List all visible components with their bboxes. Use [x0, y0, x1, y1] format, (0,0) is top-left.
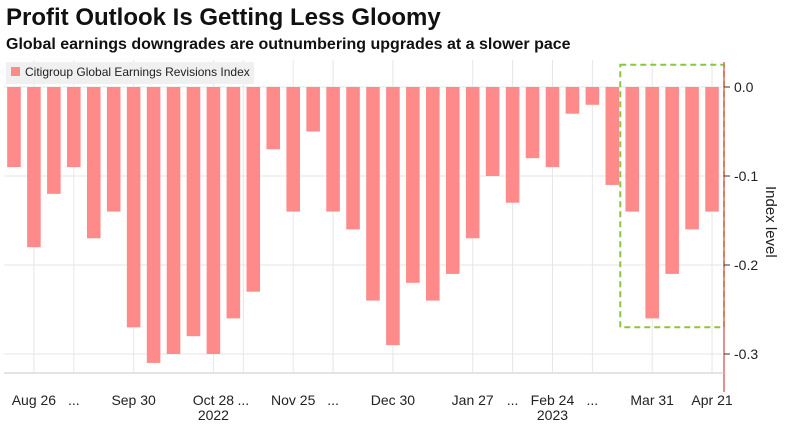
y-tick-label: -0.1: [734, 168, 758, 184]
x-year-label: 2022: [198, 407, 229, 423]
legend: Citigroup Global Earnings Revisions Inde…: [6, 62, 254, 84]
chart-subtitle: Global earnings downgrades are outnumber…: [6, 36, 571, 53]
x-tick-label: ...: [68, 392, 80, 408]
x-tick-label: ...: [587, 392, 599, 408]
y-tick-label: -0.3: [734, 346, 758, 362]
bar: [645, 87, 659, 319]
bar: [146, 87, 161, 363]
bar: [86, 87, 101, 239]
bar: [306, 87, 320, 132]
bar: [705, 87, 719, 212]
bar: [625, 87, 640, 212]
bar: [386, 87, 400, 346]
bar: [186, 87, 201, 337]
x-tick-label: ...: [237, 392, 249, 408]
bar: [366, 87, 380, 301]
chart-title: Profit Outlook Is Getting Less Gloomy: [6, 4, 441, 31]
x-tick-label: Oct 28: [193, 392, 234, 408]
bar: [665, 87, 679, 274]
x-tick-label: Nov 25: [271, 392, 316, 408]
bar: [27, 87, 41, 248]
x-tick-label: ...: [327, 392, 339, 408]
x-tick-label: Feb 24: [531, 392, 575, 408]
bar: [326, 87, 340, 212]
bar: [585, 87, 600, 105]
x-tick-label: Mar 31: [630, 392, 674, 408]
legend-swatch: [11, 67, 20, 76]
bar: [465, 87, 480, 239]
bar: [565, 87, 580, 114]
bars: [7, 87, 719, 363]
x-tick-label: Jan 27: [452, 392, 494, 408]
bar: [426, 87, 440, 301]
bar: [406, 87, 420, 283]
x-year-label: 2023: [537, 407, 568, 423]
bar: [605, 87, 620, 185]
bar: [266, 87, 281, 150]
bar: [7, 87, 21, 168]
x-tick-label: Aug 26: [12, 392, 57, 408]
bar: [246, 87, 261, 292]
x-tick-label: ...: [507, 392, 519, 408]
bar: [47, 87, 61, 194]
x-tick-label: Sep 30: [111, 392, 156, 408]
y-tick-label: -0.2: [734, 257, 758, 273]
axes: 0.0 -0.1 -0.2 -0.3 Aug 26... Sep 30 Oct 28... N…: [4, 62, 758, 423]
bar: [226, 87, 241, 319]
bar: [166, 87, 181, 354]
bar: [445, 87, 460, 274]
bar: [525, 87, 540, 159]
bar: [67, 87, 81, 168]
legend-background: [6, 62, 254, 84]
bar: [485, 87, 500, 176]
bar: [545, 87, 560, 168]
bar: [286, 87, 300, 212]
legend-label: Citigroup Global Earnings Revisions Inde…: [25, 65, 250, 79]
bar: [206, 87, 221, 354]
y-axis-title: Index level: [762, 186, 779, 258]
x-tick-label: Apr 21: [691, 392, 732, 408]
bar: [126, 87, 141, 328]
bar: [685, 87, 699, 230]
y-tick-label: 0.0: [734, 79, 754, 95]
bar: [106, 87, 121, 212]
bar: [346, 87, 360, 230]
bar: [505, 87, 520, 203]
x-tick-label: Dec 30: [371, 392, 416, 408]
